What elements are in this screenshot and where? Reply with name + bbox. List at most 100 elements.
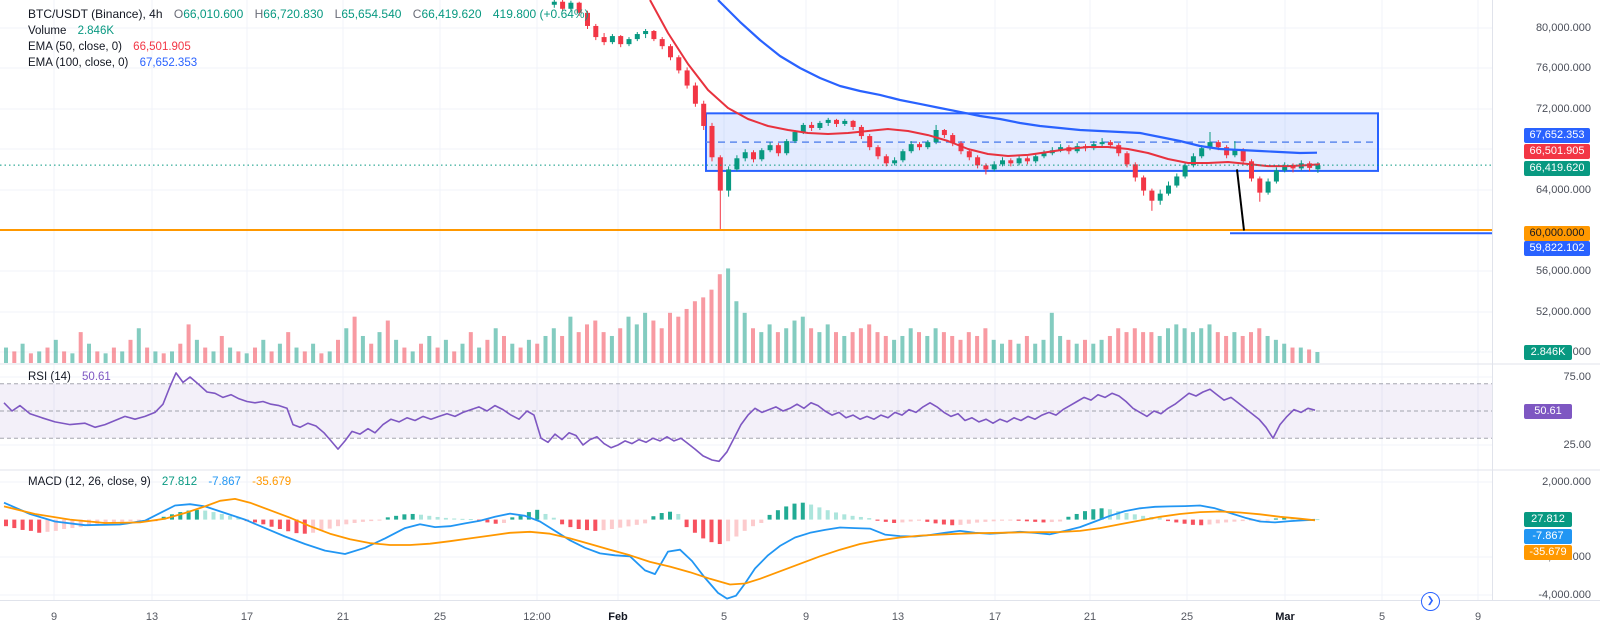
ema100-label: EMA (100, close, 0) <box>28 57 129 69</box>
volume-bar <box>510 343 515 363</box>
macd-histogram-bar <box>502 519 506 523</box>
candle-body <box>1132 164 1138 178</box>
macd-histogram-bar <box>178 512 183 520</box>
volume-bar <box>659 328 664 363</box>
time-axis[interactable]: 9 13 17 21 25 12:00 Feb 5 9 13 17 21 25 Mar 5 9 <box>0 600 1600 637</box>
macd-histogram-bar <box>410 513 415 520</box>
axis-price-badge: -35.679 <box>1524 544 1572 560</box>
ema50-line[interactable] <box>649 0 1321 168</box>
volume-bar <box>277 343 282 363</box>
candle-body <box>651 31 657 40</box>
volume-bar <box>817 332 822 363</box>
volume-bar <box>377 332 382 363</box>
volume-bar <box>410 351 415 363</box>
volume-bar <box>452 351 457 363</box>
macd-histogram-bar <box>784 506 789 520</box>
macd-histogram-bar <box>1099 508 1104 520</box>
macd-signal-line[interactable] <box>3 497 1316 586</box>
macd-histogram-bar <box>136 519 141 521</box>
macd-histogram-bar <box>261 519 266 525</box>
macd-histogram-bar <box>1157 517 1162 520</box>
volume-bar <box>402 347 407 363</box>
macd-histogram-bar <box>726 519 731 542</box>
trendline[interactable] <box>1236 169 1245 231</box>
volume-bar <box>966 332 971 363</box>
volume-bar <box>742 312 747 363</box>
macd-histogram-bar <box>394 515 399 520</box>
volume-legend-row[interactable]: Volume 2.846K <box>28 25 114 37</box>
volume-bar <box>269 351 274 363</box>
volume-bar <box>676 316 681 363</box>
candle-body <box>825 119 831 123</box>
volume-bar <box>560 335 565 363</box>
macd-line[interactable] <box>3 501 1316 600</box>
volume-bar <box>991 339 996 363</box>
candle-body <box>834 119 839 124</box>
volume-bar <box>634 324 639 363</box>
macd-histogram-bar <box>1058 519 1063 522</box>
macd-histogram-bar <box>128 519 133 522</box>
macd-histogram-bar <box>78 519 83 528</box>
time-axis-label: 21 <box>1083 611 1097 623</box>
volume-bar <box>45 347 50 363</box>
macd-histogram-bar <box>1000 519 1004 521</box>
volume-bar <box>261 339 266 363</box>
macd-histogram-bar <box>1107 509 1112 520</box>
volume-bar <box>784 328 789 363</box>
axis-price-badge: 66,419.620 <box>1524 160 1590 176</box>
volume-bar <box>161 353 166 363</box>
volume-bar <box>1215 332 1220 363</box>
volume-bar <box>302 351 307 363</box>
macd-histogram-bar <box>327 519 332 529</box>
macd-histogram-bar <box>1049 519 1054 523</box>
axis-price-badge: 50.61 <box>1524 403 1572 419</box>
price-axis-label: 80,000.000 <box>1535 21 1591 34</box>
macd-histogram-bar <box>618 519 623 528</box>
volume-bar <box>1149 332 1154 363</box>
volume-bar <box>1265 335 1270 363</box>
macd-histogram-bar <box>427 515 432 520</box>
volume-bar <box>103 353 108 363</box>
volume-bar <box>908 328 913 363</box>
high-value: 66,720.830 <box>263 7 324 21</box>
volume-bar <box>120 351 125 363</box>
candle-body <box>1016 158 1022 164</box>
macd-histogram-bar <box>45 519 50 532</box>
macd-histogram-bar <box>734 519 739 537</box>
macd-histogram-bar <box>917 519 921 521</box>
volume-bar <box>585 324 589 363</box>
candle-body <box>609 36 615 43</box>
ema100-legend-row[interactable]: EMA (100, close, 0) 67,652.353 <box>28 57 197 69</box>
volume-bar <box>1000 343 1004 363</box>
macd-histogram-bar <box>402 514 407 520</box>
time-axis-label: 21 <box>336 611 350 623</box>
time-axis-label: 25 <box>433 611 447 623</box>
candle-body <box>1232 150 1238 156</box>
candle-body <box>643 31 649 35</box>
rsi-legend-row[interactable]: RSI (14) 50.61 <box>28 371 111 383</box>
candle-body <box>900 151 906 161</box>
candle-body <box>1207 142 1213 149</box>
macd-histogram-bar <box>643 519 648 524</box>
macd-legend-row[interactable]: MACD (12, 26, close, 9) 27.812 -7.867 -3… <box>28 476 291 488</box>
volume-bar <box>684 308 689 363</box>
ema100-line[interactable] <box>717 0 1318 155</box>
macd-histogram-bar <box>369 519 374 522</box>
ema50-legend-row[interactable]: EMA (50, close, 0) 66,501.905 <box>28 41 191 53</box>
symbol-legend-row[interactable]: BTC/USDT (Binance), 4h O66,010.600 H66,7… <box>28 7 589 21</box>
candle-body <box>800 124 806 133</box>
time-axis-label: 13 <box>145 611 159 623</box>
axis-price-badge: 66,501.905 <box>1524 143 1590 159</box>
macd-histogram-bar <box>1124 513 1129 520</box>
volume-bar <box>842 335 847 363</box>
candle-body <box>1224 147 1230 156</box>
macd-histogram-bar <box>834 512 838 520</box>
candle-body <box>1033 156 1039 162</box>
volume-bar <box>460 343 465 363</box>
macd-histogram-bar <box>1166 519 1170 522</box>
price-axis[interactable]: 80,000.000 76,000.000 72,000.000 64,000.000… <box>1492 0 1600 601</box>
volume-bar <box>70 353 75 363</box>
go-to-realtime-button[interactable]: ❯ <box>1421 592 1440 611</box>
rsi-line[interactable] <box>3 372 1316 463</box>
